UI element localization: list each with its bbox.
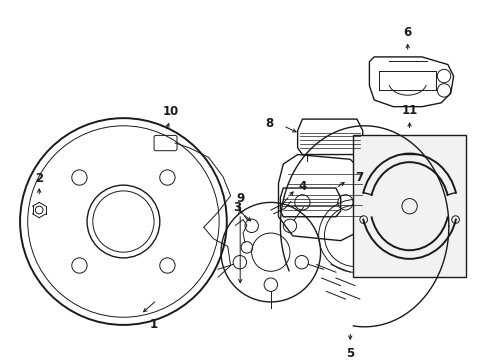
Text: 6: 6 xyxy=(403,27,411,40)
Text: 3: 3 xyxy=(233,201,241,214)
Text: 8: 8 xyxy=(265,117,273,130)
Bar xyxy=(352,135,465,277)
Text: 9: 9 xyxy=(236,192,244,205)
Text: 2: 2 xyxy=(35,172,43,185)
Text: 10: 10 xyxy=(162,105,178,118)
Text: 5: 5 xyxy=(346,347,354,360)
Text: 7: 7 xyxy=(354,171,363,184)
Text: 4: 4 xyxy=(298,180,306,193)
Text: 1: 1 xyxy=(150,318,158,332)
Text: 11: 11 xyxy=(401,104,417,117)
